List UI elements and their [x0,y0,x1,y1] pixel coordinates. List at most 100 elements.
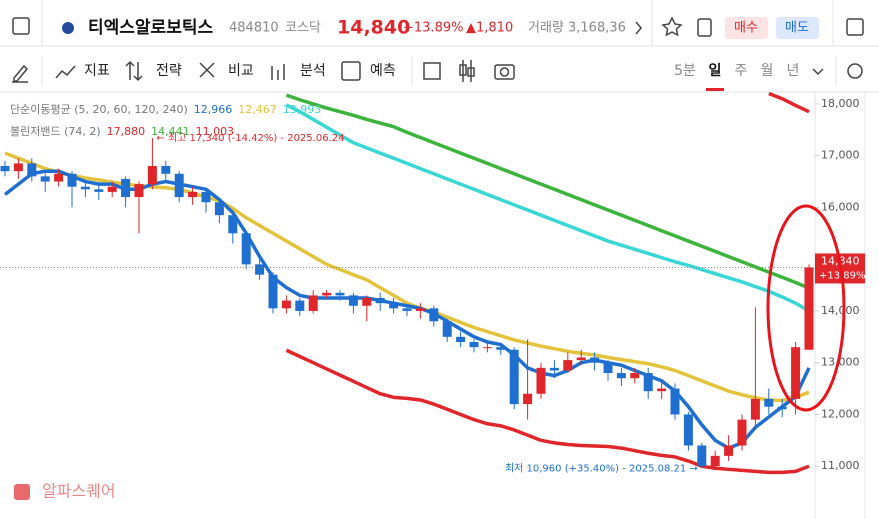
candle-body [603,362,613,374]
candle-body [94,189,104,192]
candle-body [214,202,224,216]
candle-body [241,233,251,265]
legend-value: 13,993 [283,103,322,116]
panel-icon[interactable] [846,18,864,36]
candle-body [161,166,171,174]
candle-body [80,186,90,190]
indicator-icon[interactable] [55,65,76,79]
candle-body [27,163,37,177]
watermark: 알파스퀘어 [42,482,116,501]
candle-body [791,347,801,399]
y-tick-label: 11,000 [821,459,860,472]
candle-body [576,357,586,361]
candle-body [54,173,64,182]
candle-body [724,445,734,456]
candle-body [469,341,479,348]
star-icon[interactable] [661,16,683,37]
legend: 단순이동평균 (5, 20, 60, 120, 240) 12,966 12,467… [10,103,321,138]
candle-body [804,267,814,350]
extreme-annotation: 최저 10,960 (+35.40%) - 2025.08.21 → [505,462,698,474]
candle-body [590,357,600,363]
period-label[interactable]: 주 [735,63,748,79]
candle-body [616,373,626,379]
candle-body [456,336,466,342]
candle-body [147,166,157,185]
draw-icon[interactable] [12,64,29,83]
candle-body [737,419,747,446]
candle-body [683,414,693,446]
candle-body [0,166,10,172]
candle-body [188,191,198,198]
change: ▲1,810 [466,21,513,36]
candle-body [536,367,546,394]
y-tick-label: 13,000 [821,356,860,369]
chart: ← 최고 17,340 (-14.42%) - 2025.06.24 최저 10,… [0,92,866,519]
analysis-icon[interactable] [271,64,285,80]
more-arrow[interactable] [635,21,642,35]
y-tick-label: 14,000 [821,304,860,317]
price: 14,840 [337,17,410,39]
stock-code: 484810 [229,21,279,36]
y-tick-label: 18,000 [821,97,860,110]
tool-label[interactable]: 비교 [228,63,254,79]
sidebar-icon[interactable] [12,17,30,35]
candle-body [442,321,452,337]
camera-icon[interactable] [494,64,515,80]
memo-icon[interactable] [697,18,712,37]
indicator-line [285,93,810,290]
candle-body [643,373,653,392]
legend-label: 볼린저밴드 (74, 2) [10,125,101,138]
buy-button[interactable] [725,17,768,39]
legend-label: 단순이동평균 (5, 20, 60, 120, 240) [10,103,188,116]
legend-value: 12,467 [238,103,277,116]
period-label[interactable]: 년 [787,63,800,79]
volume: 거래량 3,168,36 [528,21,626,36]
volume-clip: 거래량 3,168,36 [528,21,626,36]
settings-icon[interactable] [847,63,863,79]
tool-label[interactable]: 전략 [156,63,182,79]
period-more[interactable] [812,68,824,76]
candle-body [295,300,305,311]
candle-body [764,398,774,407]
candle-body [107,186,117,192]
candle-body [657,388,667,392]
candle-body [348,295,358,306]
candle-body [335,292,345,296]
strategy-icon[interactable] [125,60,143,82]
highlight-circle [766,204,846,412]
predict-icon[interactable] [341,61,361,81]
compare-icon[interactable] [199,62,215,78]
legend-value: 11,003 [196,125,235,138]
y-tick-label: 12,000 [821,407,860,420]
y-tick-label: 16,000 [821,200,860,213]
legend-value: 17,880 [107,125,146,138]
period-label[interactable]: 월 [761,63,774,79]
period-label[interactable]: 일 [709,63,722,79]
candle-body [777,406,787,410]
tool-label[interactable]: 분석 [300,63,326,79]
candle-body [362,297,372,306]
candle-body [630,373,640,379]
chart-type-icon[interactable] [459,60,475,82]
plot: ← 최고 17,340 (-14.42%) - 2025.06.24 최저 10,… [0,92,815,474]
indicator-line [285,103,810,313]
period-label[interactable]: 5분 [674,63,696,79]
tool-label[interactable]: 예측 [370,63,396,79]
shape-icon[interactable] [423,62,441,80]
candle-body [509,349,519,405]
candle-body [710,455,720,467]
candle-body [121,178,131,198]
candle-body [496,347,506,350]
market: 코스닥 [285,21,321,36]
candle-body [174,173,184,198]
candle-body [415,308,425,311]
candle-body [402,308,412,311]
tool-label[interactable]: 지표 [84,63,110,79]
indicator-line [768,92,810,114]
sell-button[interactable] [776,17,819,39]
camera-lens [499,67,510,77]
watermark-logo [14,484,30,500]
toolbar: 지표 전략 비교 분석 예측 5분 일 주 월 년 [0,56,879,93]
change-pct: +13.89% [403,21,463,36]
